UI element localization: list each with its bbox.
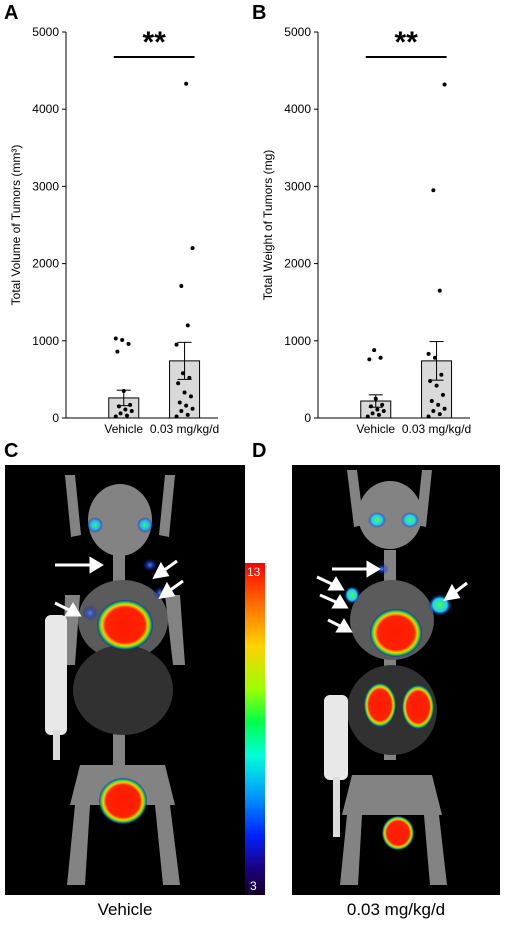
data-point <box>116 404 121 409</box>
y-tick-label: 1000 <box>284 334 311 348</box>
data-point <box>429 399 434 404</box>
panel-label-a: A <box>4 2 19 24</box>
y-tick-label: 2000 <box>284 257 311 271</box>
data-point <box>381 409 386 414</box>
data-point <box>431 409 436 414</box>
data-point <box>434 383 439 388</box>
data-point <box>437 412 442 417</box>
y-tick-label: 4000 <box>284 102 311 116</box>
data-point <box>378 355 383 360</box>
y-tick-label: 3000 <box>284 179 311 193</box>
colorbar-gradient <box>245 563 265 895</box>
imaging-vehicle <box>5 465 245 895</box>
data-point <box>431 188 436 193</box>
x-tick-label: 0.03 mg/kg/d <box>402 422 471 436</box>
colorbar: 13 3 <box>245 563 265 895</box>
colorbar-max-label: 13 <box>247 565 261 579</box>
y-tick-label: 3000 <box>32 179 59 193</box>
colorbar-min-label: 3 <box>250 879 257 893</box>
data-point <box>121 388 126 393</box>
data-point <box>123 407 128 412</box>
data-point <box>129 409 134 414</box>
data-point <box>174 414 179 419</box>
y-tick-label: 0 <box>52 411 59 425</box>
chart-b: 0 1000 2000 3000 4000 5000 Total Weight of Tum… <box>252 0 505 440</box>
y-tick-label: 5000 <box>32 25 59 39</box>
significance-marker: ** <box>394 26 418 59</box>
imaging-vehicle-svg <box>45 475 185 885</box>
imaging-treated-svg <box>316 470 468 885</box>
data-point <box>126 341 131 346</box>
data-point <box>365 414 370 419</box>
data-point <box>442 82 447 87</box>
data-point <box>176 381 181 386</box>
imaging-treated <box>292 465 500 895</box>
data-point <box>128 402 133 407</box>
y-tick-label: 5000 <box>284 25 311 39</box>
data-point <box>179 283 184 288</box>
data-point <box>118 411 123 416</box>
x-tick-label: 0.03 mg/kg/d <box>150 422 219 436</box>
caption-vehicle: Vehicle <box>97 900 153 919</box>
data-point <box>372 348 377 353</box>
y-tick-label: 0 <box>304 411 311 425</box>
data-point <box>436 402 441 407</box>
data-point <box>380 402 385 407</box>
data-point <box>187 375 192 380</box>
data-point <box>439 372 444 377</box>
data-point <box>375 407 380 412</box>
x-tick-label: Vehicle <box>356 422 395 436</box>
y-tick-label: 4000 <box>32 102 59 116</box>
data-point <box>174 342 179 347</box>
data-point <box>373 396 378 401</box>
data-point <box>370 411 375 416</box>
data-point <box>432 355 437 360</box>
data-point <box>367 357 372 362</box>
data-point <box>180 371 185 376</box>
y-axis-label: Total Volume of Tumors (mm³) <box>9 145 23 306</box>
data-point <box>185 412 190 417</box>
chart-b-svg: 0 1000 2000 3000 4000 5000 Total Weight of Tum… <box>261 25 471 436</box>
data-point <box>113 414 118 419</box>
data-point <box>179 409 184 414</box>
x-tick-label: Vehicle <box>104 422 143 436</box>
data-point <box>115 349 120 354</box>
data-point <box>428 378 433 383</box>
panel-label-c: C <box>4 440 19 462</box>
data-point <box>184 81 189 86</box>
chart-a-svg: 0 1000 2000 3000 4000 5000 Total Volume of Tum… <box>9 25 219 436</box>
data-point <box>124 413 129 418</box>
data-point <box>190 246 195 251</box>
bar <box>169 360 201 419</box>
data-point <box>426 351 431 356</box>
data-point <box>442 406 447 411</box>
data-point <box>440 392 445 397</box>
chart-a: 0 1000 2000 3000 4000 5000 Total Volume of Tum… <box>0 0 252 440</box>
data-point <box>120 338 125 343</box>
data-point <box>368 404 373 409</box>
data-point <box>190 406 195 411</box>
y-tick-label: 2000 <box>32 257 59 271</box>
data-point <box>182 390 187 395</box>
data-point <box>113 336 118 341</box>
panel-label-b: B <box>252 2 267 24</box>
data-point <box>185 323 190 328</box>
y-axis-label: Total Weight of Tumors (mg) <box>261 150 275 301</box>
data-point <box>426 414 431 419</box>
data-point <box>437 288 442 293</box>
data-point <box>188 394 193 399</box>
data-point <box>177 400 182 405</box>
data-point <box>184 403 189 408</box>
y-tick-label: 1000 <box>32 334 59 348</box>
panel-label-d: D <box>252 440 267 462</box>
data-point <box>376 412 381 417</box>
caption-treated: 0.03 mg/kg/d <box>346 900 446 919</box>
significance-marker: ** <box>142 26 166 59</box>
